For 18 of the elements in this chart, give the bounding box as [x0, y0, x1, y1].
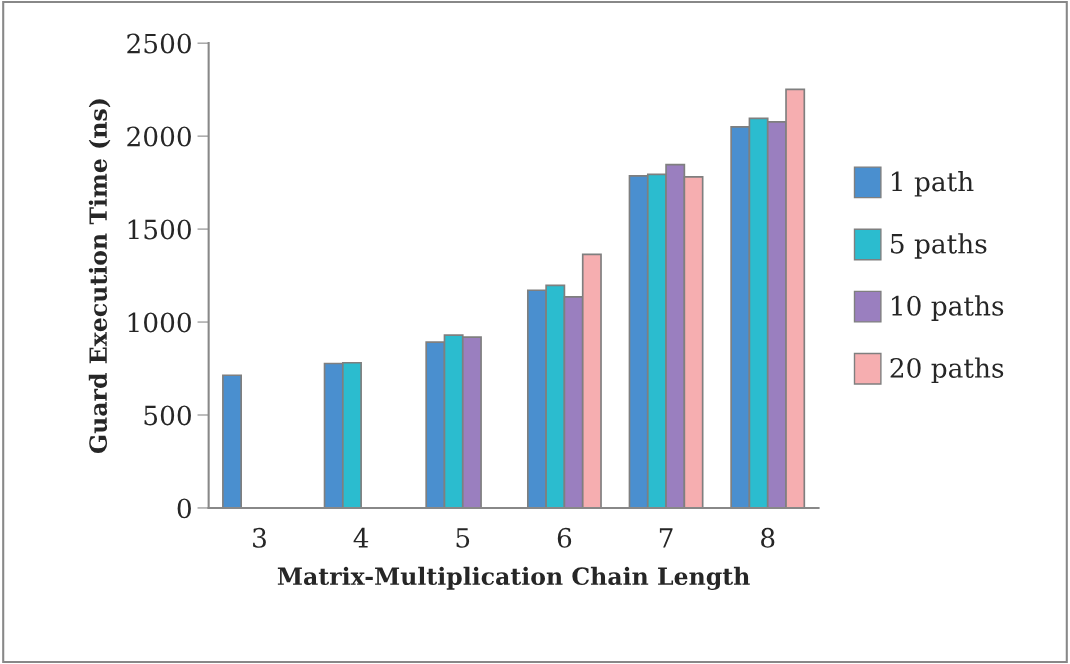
legend-label: 5 paths [891, 233, 987, 259]
x-tick-label: 5 [456, 528, 470, 548]
x-tick-label: 7 [659, 528, 673, 548]
x-tick-label: 3 [253, 527, 266, 548]
y-tick-label: 1500 [128, 219, 191, 240]
y-axis-title: Guard Execution Time (ns) [88, 99, 111, 454]
y-tick-label: 2500 [127, 33, 191, 54]
y-tick-label: 1000 [128, 312, 191, 333]
y-tick-label: 2000 [127, 126, 191, 147]
x-tick-label: 8 [761, 527, 775, 548]
legend-label: 1 path [892, 171, 974, 197]
x-tick-label: 4 [353, 527, 369, 548]
legend-label: 20 paths [890, 357, 1004, 384]
y-tick-label: 500 [144, 405, 191, 426]
x-axis-title: Matrix-Multiplication Chain Length [277, 566, 750, 591]
y-tick-label: 0 [177, 498, 191, 519]
x-tick-label: 6 [557, 527, 572, 548]
legend-label: 10 paths [892, 295, 1004, 321]
